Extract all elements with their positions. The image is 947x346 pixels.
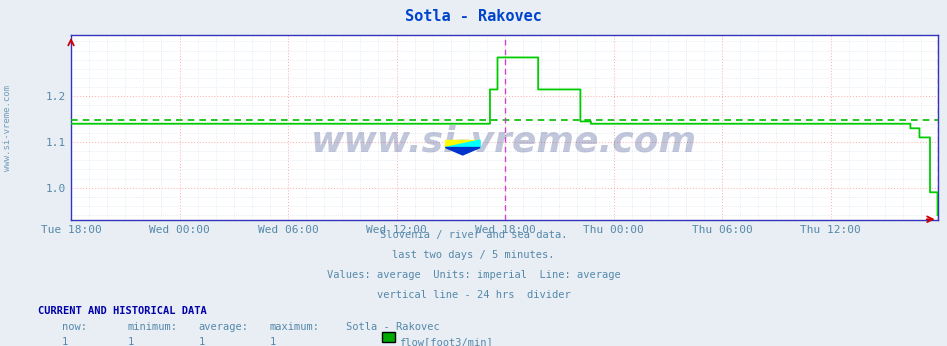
Text: minimum:: minimum: (128, 322, 178, 333)
Text: Slovenia / river and sea data.: Slovenia / river and sea data. (380, 230, 567, 240)
Polygon shape (445, 140, 480, 147)
Text: vertical line - 24 hrs  divider: vertical line - 24 hrs divider (377, 290, 570, 300)
Text: Sotla - Rakovec: Sotla - Rakovec (346, 322, 439, 333)
Text: average:: average: (199, 322, 249, 333)
Text: 1: 1 (128, 337, 134, 346)
Text: 1: 1 (62, 337, 68, 346)
Text: now:: now: (62, 322, 86, 333)
Text: www.si-vreme.com: www.si-vreme.com (3, 85, 12, 171)
Text: 1: 1 (199, 337, 205, 346)
Text: maximum:: maximum: (270, 322, 320, 333)
Text: 1: 1 (270, 337, 277, 346)
Polygon shape (445, 140, 480, 147)
Text: Values: average  Units: imperial  Line: average: Values: average Units: imperial Line: av… (327, 270, 620, 280)
Text: last two days / 5 minutes.: last two days / 5 minutes. (392, 250, 555, 260)
Text: flow[foot3/min]: flow[foot3/min] (399, 337, 492, 346)
Text: www.si-vreme.com: www.si-vreme.com (312, 125, 697, 159)
Text: Sotla - Rakovec: Sotla - Rakovec (405, 9, 542, 24)
Polygon shape (445, 147, 480, 155)
Text: CURRENT AND HISTORICAL DATA: CURRENT AND HISTORICAL DATA (38, 306, 206, 316)
